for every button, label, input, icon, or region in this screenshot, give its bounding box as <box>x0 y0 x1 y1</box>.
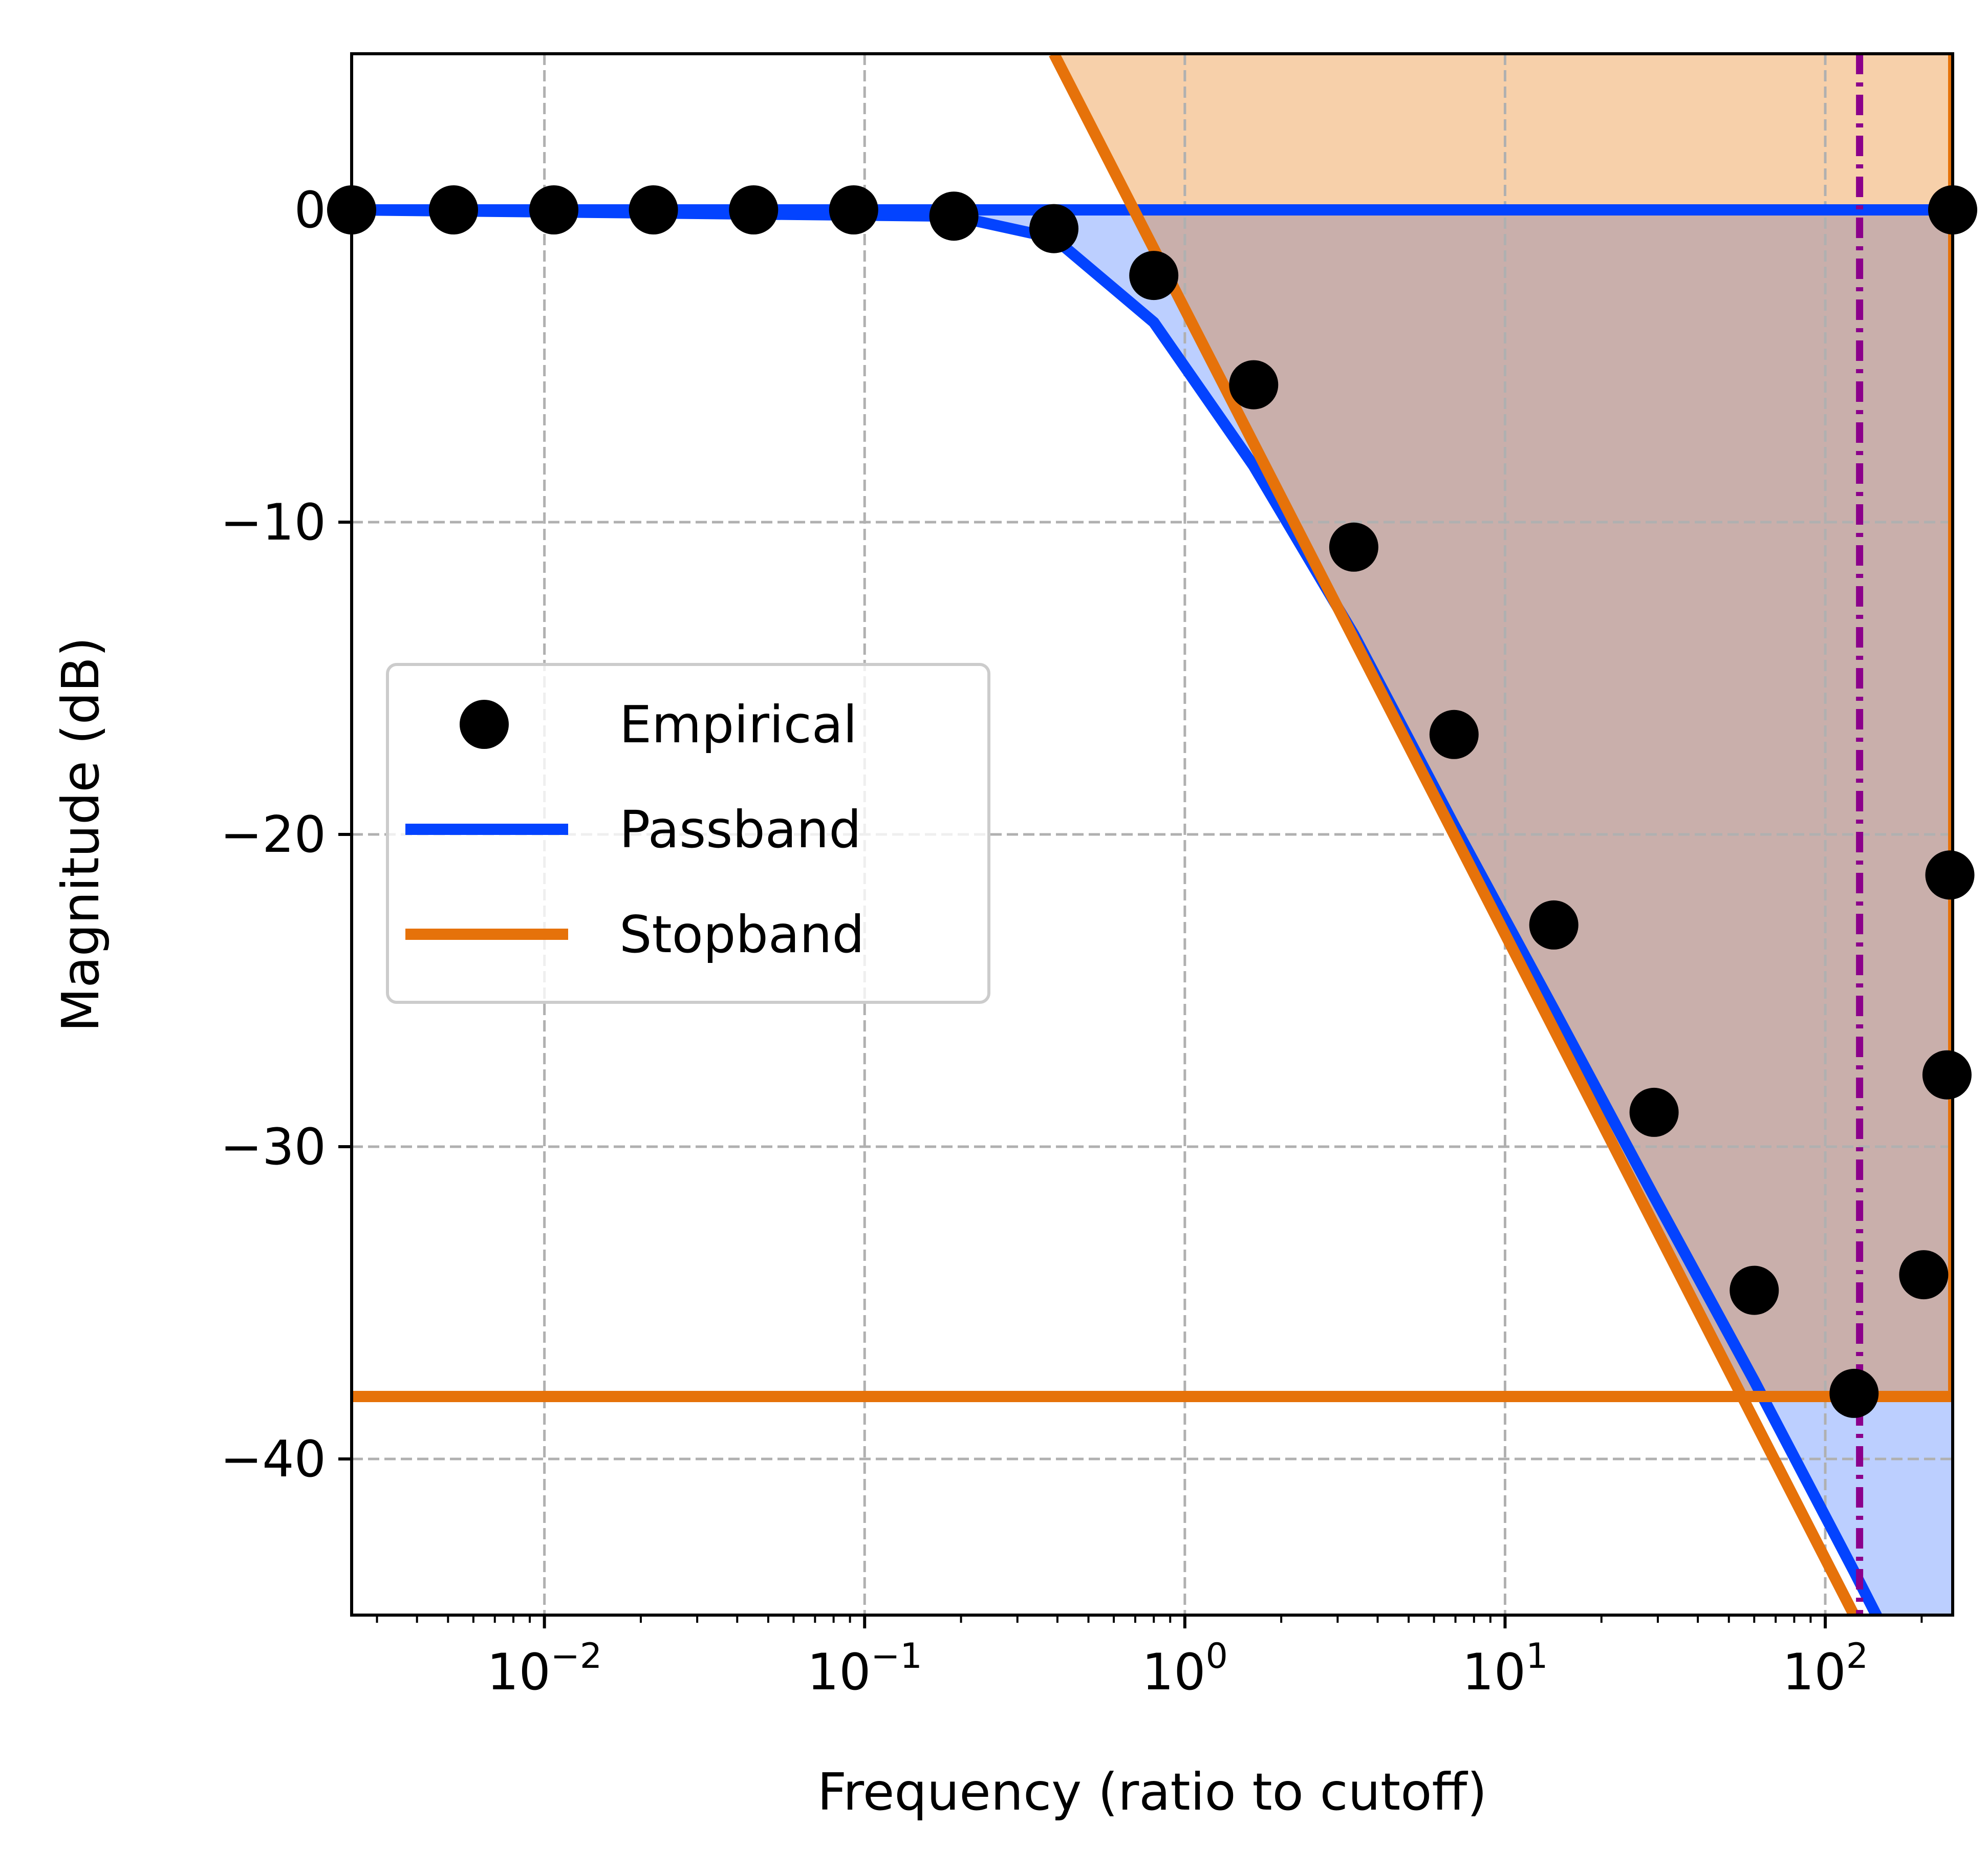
legend-empirical-marker <box>460 700 509 749</box>
y-tick-label: −40 <box>220 1430 326 1489</box>
empirical-point <box>1925 850 1975 900</box>
legend-passband-label: Passband <box>619 800 861 860</box>
y-tick-label: −30 <box>220 1118 326 1176</box>
legend: Empirical Passband Stopband <box>386 663 990 1004</box>
empirical-point <box>1329 522 1378 572</box>
y-tick-label: −10 <box>220 493 326 552</box>
empirical-point <box>1922 1050 1972 1100</box>
empirical-point <box>1899 1250 1949 1300</box>
empirical-point <box>829 185 878 234</box>
region-fills <box>352 54 1953 1615</box>
empirical-point <box>929 191 979 241</box>
x-tick-label: 101 <box>1462 1636 1548 1702</box>
empirical-point <box>629 185 678 234</box>
empirical-point <box>1529 900 1579 950</box>
x-tick-label: 10−1 <box>807 1636 922 1702</box>
empirical-point <box>429 185 478 234</box>
legend-box <box>386 663 990 1004</box>
empirical-point <box>1629 1087 1679 1137</box>
x-axis-ticks: 10−2 10−1 100 101 102 <box>376 1615 1923 1702</box>
empirical-point <box>1829 1368 1879 1418</box>
empirical-point <box>529 185 578 234</box>
empirical-point <box>1229 360 1279 410</box>
x-tick-label: 102 <box>1782 1636 1868 1702</box>
x-tick-label: 10−2 <box>487 1636 602 1702</box>
stopband-slope-line <box>1049 54 1860 1615</box>
x-tick-label: 100 <box>1142 1636 1228 1702</box>
empirical-point <box>1129 251 1179 300</box>
y-axis-ticks: 0 −10 −20 −30 −40 <box>220 181 352 1489</box>
legend-stopband-label: Stopband <box>619 905 865 964</box>
x-axis-label: Frequency (ratio to cutoff) <box>817 1762 1487 1822</box>
overlap-fill <box>1134 210 1953 1397</box>
y-tick-label: −20 <box>220 806 326 864</box>
y-axis-label: Magnitude (dB) <box>51 637 111 1032</box>
empirical-point <box>729 185 779 234</box>
empirical-point <box>1029 204 1078 253</box>
legend-empirical-label: Empirical <box>619 695 857 755</box>
empirical-point <box>1730 1265 1779 1315</box>
y-tick-label: 0 <box>294 181 326 240</box>
empirical-point <box>1429 710 1479 759</box>
